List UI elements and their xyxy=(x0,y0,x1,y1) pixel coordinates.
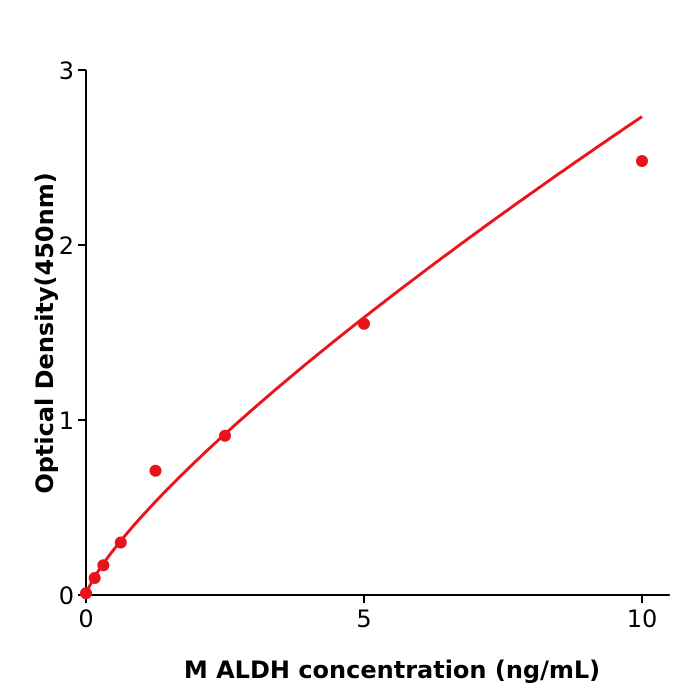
data-point xyxy=(149,464,162,477)
x-tick-label: 0 xyxy=(78,605,93,633)
data-point xyxy=(97,559,110,572)
data-point xyxy=(358,317,370,330)
data-point xyxy=(114,536,127,549)
data-point xyxy=(219,429,231,442)
x-tick-label: 5 xyxy=(356,605,371,633)
data-point xyxy=(636,155,648,167)
data-point xyxy=(80,587,92,600)
x-axis-label: M ALDH concentration (ng/mL) xyxy=(184,656,600,684)
y-axis-label: Optical Density(450nm) xyxy=(31,172,59,493)
y-tick-label: 3 xyxy=(59,57,74,85)
data-point xyxy=(88,572,101,585)
y-tick-label: 0 xyxy=(59,582,74,610)
fit-curve xyxy=(84,115,643,596)
x-tick-label: 10 xyxy=(627,605,658,633)
y-tick-label: 2 xyxy=(59,232,74,260)
y-tick-label: 1 xyxy=(59,407,74,435)
